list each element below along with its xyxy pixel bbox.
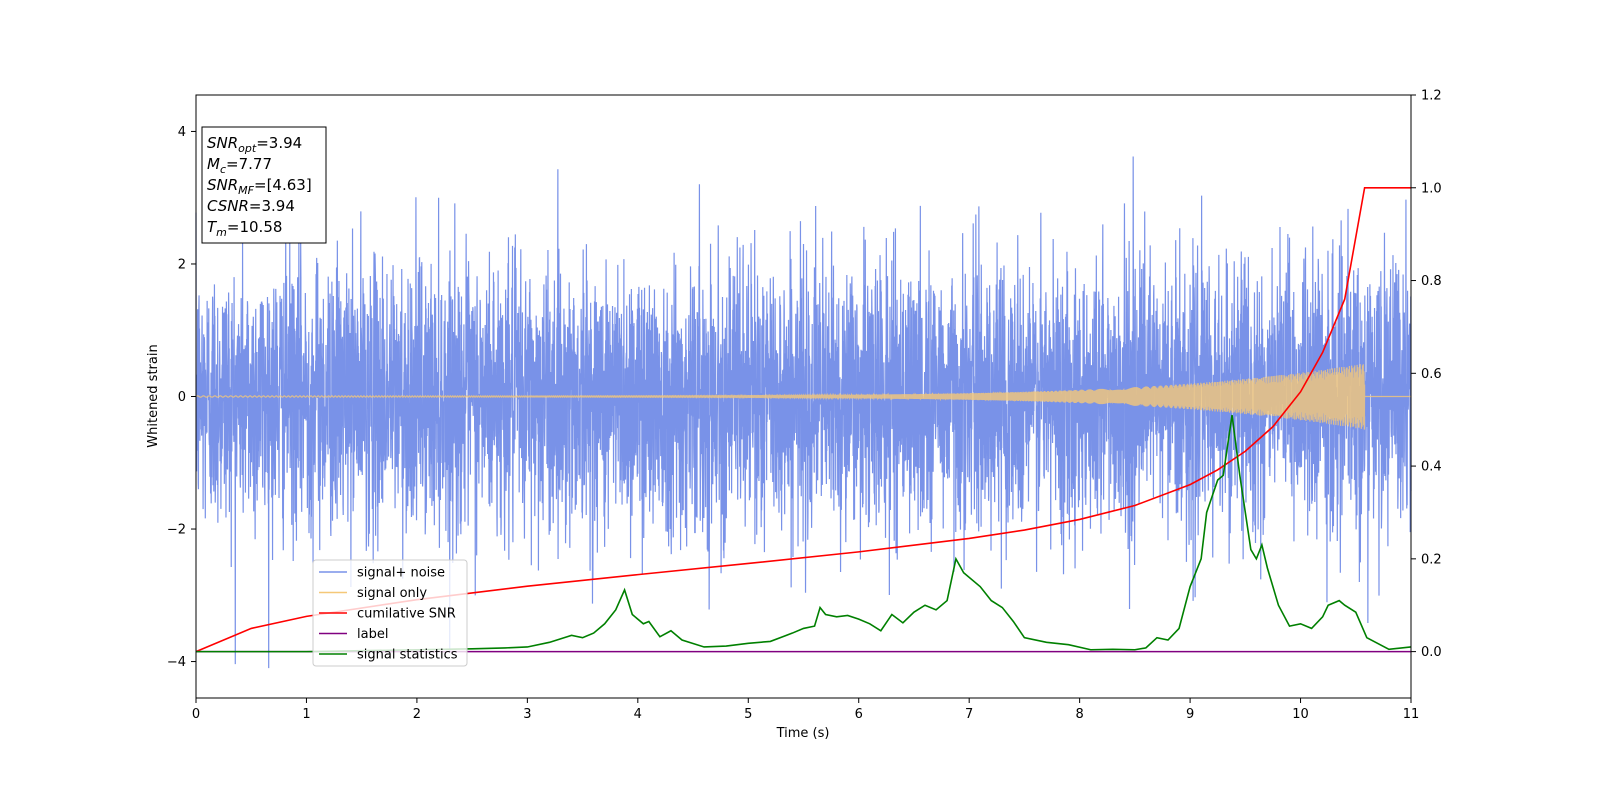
- legend-label: label: [357, 627, 388, 642]
- y-left-tick-label: 2: [178, 257, 186, 272]
- y-axis-left: −4 −2 0 2 4: [167, 125, 196, 670]
- legend-label: signal statistics: [357, 648, 458, 663]
- x-tick-label: 10: [1292, 707, 1309, 722]
- y-right-tick-label: 0.0: [1421, 645, 1442, 660]
- legend-entry: signal only: [319, 586, 427, 601]
- y-axis-label: Whitened strain: [146, 344, 161, 447]
- x-tick-label: 5: [744, 707, 752, 722]
- info-box-line: SNRMF=[4.63]: [207, 176, 312, 197]
- legend-label: signal only: [357, 586, 427, 601]
- y-right-tick-label: 1.2: [1421, 89, 1442, 104]
- legend: signal+ noise signal only cumilative SNR la…: [312, 559, 468, 667]
- x-tick-label: 6: [855, 707, 863, 722]
- info-box-line: SNRopt=3.94: [207, 134, 302, 155]
- y-right-tick-label: 0.8: [1421, 274, 1442, 289]
- x-tick-label: 7: [965, 707, 973, 722]
- x-tick-label: 2: [413, 707, 421, 722]
- x-tick-label: 3: [523, 707, 531, 722]
- x-tick-label: 11: [1403, 707, 1420, 722]
- y-left-tick-label: −2: [167, 523, 186, 538]
- legend-label: cumilative SNR: [357, 607, 456, 622]
- x-tick-label: 1: [302, 707, 310, 722]
- legend-entry: cumilative SNR: [319, 607, 456, 622]
- y-axis-right: 0.0 0.2 0.4 0.6 0.8 1.0 1.2: [1411, 89, 1442, 660]
- info-box-line: Mc=7.77: [207, 155, 272, 176]
- x-axis: 0 1 2 3 4 5 6 7 8 9 10 11: [192, 698, 1419, 722]
- series-signal-only: [195, 364, 1411, 430]
- series-signal-noise: [195, 156, 1412, 669]
- legend-label: signal+ noise: [357, 566, 445, 581]
- y-right-tick-label: 0.4: [1421, 460, 1442, 475]
- info-box-line: CSNR=3.94: [207, 197, 295, 215]
- legend-frame: [312, 559, 468, 667]
- x-axis-label: Time (s): [776, 726, 830, 741]
- legend-entry: signal statistics: [319, 648, 458, 663]
- legend-entry: label: [319, 627, 388, 642]
- y-left-tick-label: 0: [178, 390, 186, 405]
- legend-entry: signal+ noise: [319, 566, 445, 581]
- y-left-tick-label: 4: [178, 125, 186, 140]
- y-right-tick-label: 0.6: [1421, 367, 1442, 382]
- x-tick-label: 8: [1075, 707, 1083, 722]
- x-tick-label: 4: [634, 707, 642, 722]
- y-right-tick-label: 1.0: [1421, 181, 1442, 196]
- series-signal-statistics: [196, 414, 1412, 653]
- x-tick-label: 9: [1186, 707, 1194, 722]
- y-right-tick-label: 0.2: [1421, 552, 1442, 567]
- info-box-frame: [201, 126, 327, 244]
- y-left-tick-label: −4: [167, 655, 186, 670]
- x-tick-label: 0: [192, 707, 200, 722]
- info-box-line: Tm=10.58: [207, 218, 282, 239]
